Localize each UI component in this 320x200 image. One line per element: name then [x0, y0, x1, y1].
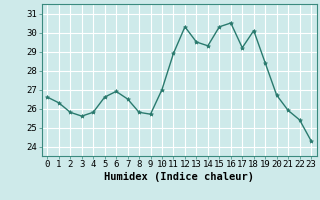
- X-axis label: Humidex (Indice chaleur): Humidex (Indice chaleur): [104, 172, 254, 182]
